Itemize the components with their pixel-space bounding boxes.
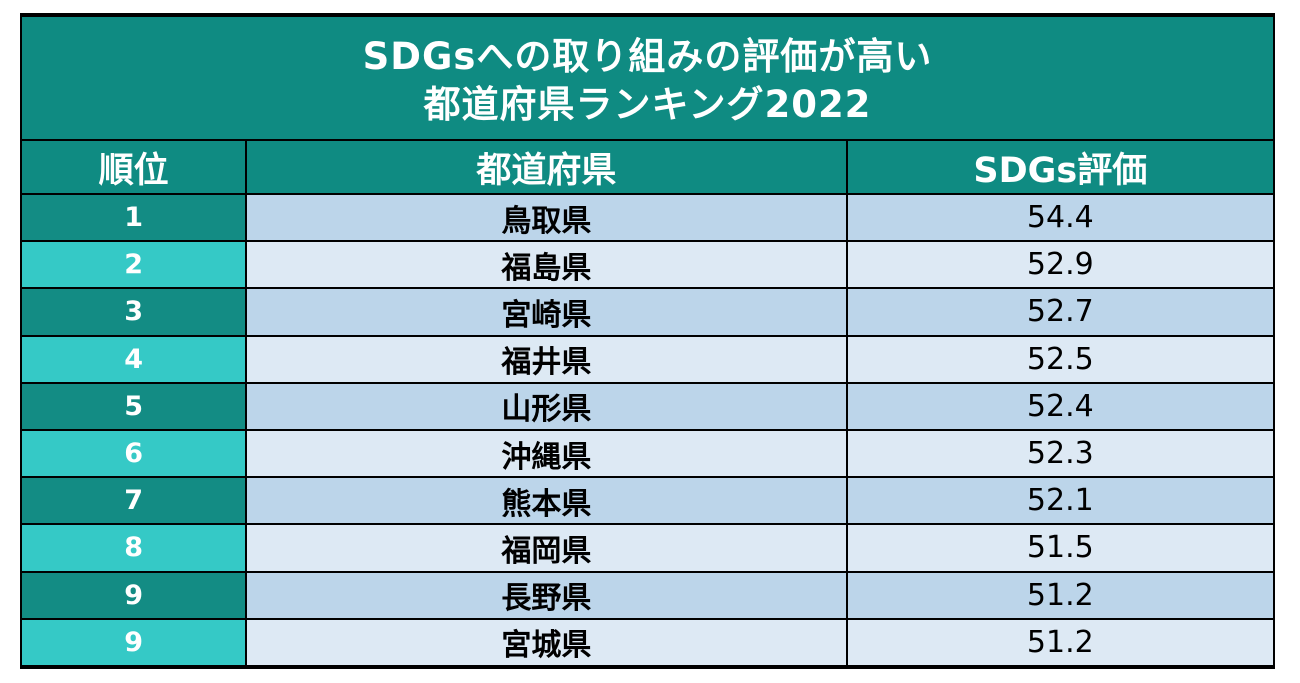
rank-cell: 6 [22, 430, 248, 477]
score-cell: 52.4 [847, 383, 1273, 429]
table-body: 1 鳥取県 54.4 2 福島県 52.9 3 宮崎県 52.7 4 福井県 5… [22, 195, 1273, 665]
table-row: 3 宮崎県 52.7 [22, 289, 1273, 335]
prefecture-cell: 福島県 [247, 242, 848, 288]
ranking-table: SDGsへの取り組みの評価が高い 都道府県ランキング2022 順位 都道府県 S… [22, 15, 1273, 667]
rank-cell: 1 [22, 195, 248, 241]
rank-cell: 8 [22, 525, 248, 571]
score-cell: 51.2 [847, 572, 1273, 618]
table-row: 9 長野県 51.2 [22, 572, 1273, 618]
header-rank: 順位 [22, 141, 248, 193]
title-line-2: 都道府県ランキング2022 [423, 83, 872, 126]
score-cell: 54.4 [847, 195, 1273, 241]
title-line-1: SDGsへの取り組みの評価が高い [362, 35, 933, 78]
prefecture-cell: 沖縄県 [247, 430, 848, 477]
prefecture-cell: 福井県 [247, 336, 848, 382]
rank-cell: 7 [22, 478, 248, 524]
rank-cell: 9 [22, 572, 248, 618]
prefecture-cell: 鳥取県 [247, 195, 848, 241]
table-row: 6 沖縄県 52.3 [22, 430, 1273, 477]
table-row: 9 宮城県 51.2 [22, 619, 1273, 665]
score-cell: 52.1 [847, 478, 1273, 524]
prefecture-cell: 福岡県 [247, 525, 848, 571]
prefecture-cell: 宮崎県 [247, 289, 848, 335]
rank-cell: 4 [22, 336, 248, 382]
table-row: 8 福岡県 51.5 [22, 525, 1273, 571]
header-score: SDGs評価 [847, 141, 1273, 193]
table-title: SDGsへの取り組みの評価が高い 都道府県ランキング2022 [22, 17, 1273, 139]
table-row: 7 熊本県 52.1 [22, 478, 1273, 524]
table-row: 1 鳥取県 54.4 [22, 195, 1273, 241]
table-row: 4 福井県 52.5 [22, 336, 1273, 382]
header-prefecture: 都道府県 [247, 141, 848, 193]
score-cell: 52.7 [847, 289, 1273, 335]
score-cell: 52.5 [847, 336, 1273, 382]
table-row: 2 福島県 52.9 [22, 242, 1273, 288]
rank-cell: 5 [22, 383, 248, 429]
header-row: 順位 都道府県 SDGs評価 [22, 141, 1273, 193]
prefecture-cell: 長野県 [247, 572, 848, 618]
rank-cell: 3 [22, 289, 248, 335]
score-cell: 51.5 [847, 525, 1273, 571]
score-cell: 52.3 [847, 430, 1273, 477]
score-cell: 51.2 [847, 619, 1273, 665]
prefecture-cell: 熊本県 [247, 478, 848, 524]
rank-cell: 9 [22, 619, 248, 665]
title-row: SDGsへの取り組みの評価が高い 都道府県ランキング2022 [22, 17, 1273, 139]
table-row: 5 山形県 52.4 [22, 383, 1273, 429]
prefecture-cell: 宮城県 [247, 619, 848, 665]
rank-cell: 2 [22, 242, 248, 288]
score-cell: 52.9 [847, 242, 1273, 288]
ranking-table-frame: SDGsへの取り組みの評価が高い 都道府県ランキング2022 順位 都道府県 S… [20, 13, 1275, 669]
prefecture-cell: 山形県 [247, 383, 848, 429]
